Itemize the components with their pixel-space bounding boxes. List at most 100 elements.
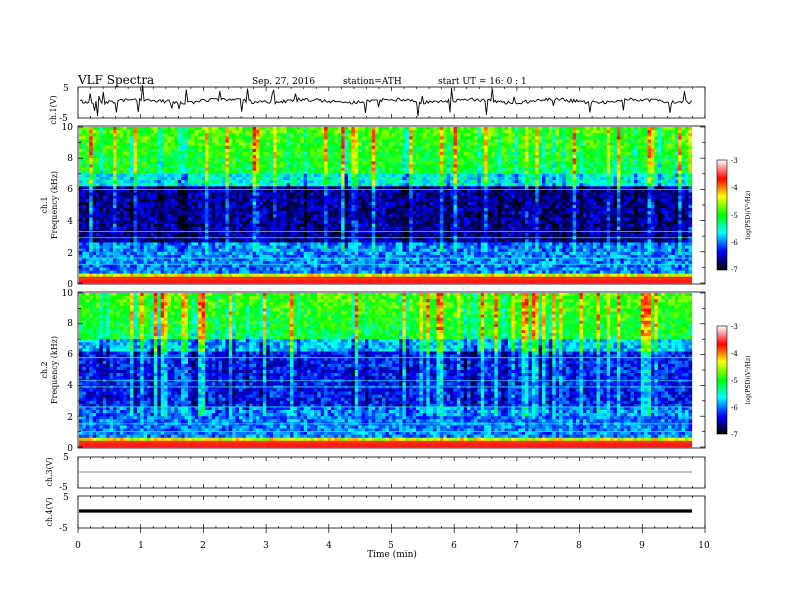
spectrogram-cell bbox=[630, 192, 635, 196]
spectrogram-cell bbox=[582, 164, 587, 168]
spectrogram-cell bbox=[82, 189, 87, 193]
spectrogram-cell bbox=[249, 211, 253, 215]
spectrogram-cell bbox=[371, 180, 376, 184]
spectrogram-cell bbox=[293, 167, 298, 171]
spectrogram-cell bbox=[300, 176, 304, 181]
spectrogram-cell bbox=[358, 133, 362, 137]
spectrogram-cell bbox=[143, 198, 148, 203]
spectrogram-cell bbox=[82, 151, 87, 156]
spectrogram-cell bbox=[388, 161, 393, 165]
spectrogram-cell bbox=[569, 167, 573, 171]
spectrogram-cell bbox=[589, 148, 594, 153]
spectrogram-cell bbox=[279, 183, 284, 187]
spectrogram-cell bbox=[252, 155, 257, 159]
spectrogram-cell bbox=[330, 205, 335, 209]
spectrogram-cell bbox=[119, 136, 124, 140]
spectrogram-cell bbox=[633, 205, 638, 209]
spectrogram-cell bbox=[610, 183, 614, 187]
spectrogram-cell bbox=[392, 155, 396, 159]
spectrogram-cell bbox=[303, 127, 308, 131]
spectrogram-cell bbox=[160, 176, 165, 181]
spectrogram-cell bbox=[85, 186, 90, 190]
spectrogram-cell bbox=[412, 170, 417, 175]
spectrogram-cell bbox=[395, 151, 400, 156]
spectrogram-cell bbox=[518, 130, 522, 134]
spectrogram-cell bbox=[480, 164, 485, 168]
spectrogram-cell bbox=[552, 205, 556, 209]
spectrogram-cell bbox=[685, 173, 689, 178]
spectrogram-cell bbox=[463, 211, 468, 215]
spectrogram-cell bbox=[174, 176, 179, 181]
spectrogram-cell bbox=[293, 142, 298, 147]
spectrogram-cell bbox=[371, 201, 376, 206]
spectrogram-cell bbox=[130, 155, 134, 159]
spectrogram-cell bbox=[681, 180, 686, 184]
spectrogram-cell bbox=[671, 183, 676, 187]
spectrogram-cell bbox=[290, 133, 294, 137]
spectrogram-cell bbox=[167, 192, 172, 196]
spectrogram-cell bbox=[688, 183, 693, 187]
spectrogram-cell bbox=[559, 180, 563, 184]
spectrogram-cell bbox=[85, 136, 90, 140]
spectrogram-cell bbox=[153, 189, 158, 193]
spectrogram-cell bbox=[681, 161, 686, 165]
spectrogram-cell bbox=[347, 208, 352, 212]
spectrogram-cell bbox=[85, 130, 90, 134]
spectrogram-cell bbox=[167, 155, 172, 159]
spectrogram-cell bbox=[279, 164, 284, 168]
spectrogram-cell bbox=[688, 148, 693, 153]
spectrogram-cell bbox=[657, 195, 662, 200]
spectrogram-cell bbox=[290, 155, 294, 159]
spectrogram-cell bbox=[480, 158, 485, 162]
spectrogram-cell bbox=[603, 208, 608, 212]
spectrogram-cell bbox=[385, 205, 390, 209]
spectrogram-cell bbox=[559, 142, 563, 147]
spectrogram-cell bbox=[460, 161, 465, 165]
spectrogram-cell bbox=[221, 189, 226, 193]
spectrogram-cell bbox=[147, 142, 151, 147]
spectrogram-cell bbox=[422, 173, 427, 178]
spectrogram-cell bbox=[232, 142, 236, 147]
spectrogram-cell bbox=[313, 205, 318, 209]
spectrogram-cell bbox=[501, 167, 505, 171]
spectrogram-cell bbox=[426, 142, 430, 147]
spectrogram-cell bbox=[456, 173, 461, 178]
spectrogram-cell bbox=[552, 148, 556, 153]
spectrogram-cell bbox=[358, 170, 362, 175]
spectrogram-cell bbox=[102, 167, 107, 171]
spectrogram-cell bbox=[293, 155, 298, 159]
spectrogram-cell bbox=[123, 183, 127, 187]
spectrogram-cell bbox=[225, 133, 230, 137]
spectrogram-cell bbox=[569, 130, 573, 134]
spectrogram-cell bbox=[92, 145, 97, 150]
spectrogram-cell bbox=[344, 145, 349, 150]
spectrogram-cell bbox=[501, 176, 505, 181]
spectrogram-cell bbox=[221, 164, 226, 168]
spectrogram-cell bbox=[130, 145, 134, 150]
spectrogram-cell bbox=[228, 164, 233, 168]
spectrogram-cell bbox=[375, 176, 379, 181]
spectrogram-cell bbox=[603, 167, 608, 171]
spectrogram-cell bbox=[480, 205, 485, 209]
spectrogram-cell bbox=[504, 139, 509, 143]
spectrogram-cell bbox=[109, 198, 114, 203]
spectrogram-cell bbox=[330, 155, 335, 159]
spectrogram-cell bbox=[300, 164, 304, 168]
spectrogram-cell bbox=[351, 136, 356, 140]
spectrogram-cell bbox=[136, 186, 141, 190]
spectrogram-cell bbox=[460, 195, 465, 200]
spectrogram-cell bbox=[266, 161, 270, 165]
spectrogram-cell bbox=[610, 145, 614, 150]
spectrogram-cell bbox=[494, 176, 499, 181]
spectrogram-cell bbox=[422, 192, 427, 196]
spectrogram-cell bbox=[385, 161, 390, 165]
spectrogram-cell bbox=[337, 133, 342, 137]
spectrogram-cell bbox=[296, 155, 301, 159]
spectrogram-cell bbox=[572, 170, 577, 175]
spectrogram-cell bbox=[674, 142, 679, 147]
spectrogram-cell bbox=[661, 208, 665, 212]
spectrogram-cell bbox=[671, 164, 676, 168]
spectrogram-cell bbox=[252, 133, 257, 137]
spectrogram-cell bbox=[388, 158, 393, 162]
spectrogram-cell bbox=[147, 145, 151, 150]
